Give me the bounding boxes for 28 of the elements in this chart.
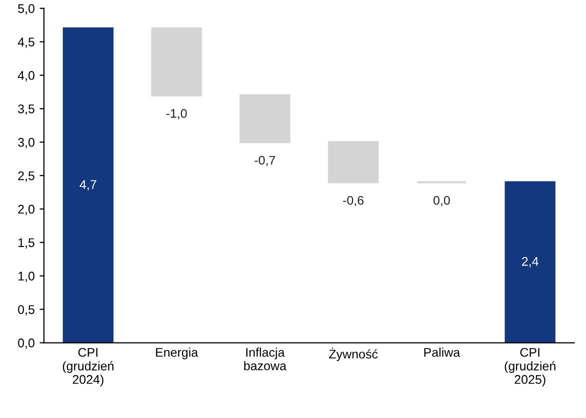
x-tick-label: Energia <box>156 348 198 360</box>
y-tick-label: 1,5 <box>18 238 34 249</box>
data-label: -1,0 <box>166 109 187 120</box>
data-label: 4,7 <box>80 180 96 190</box>
y-tick-label: 3,0 <box>18 138 34 148</box>
x-tick-label: Żywność <box>329 348 378 362</box>
y-tick-label: 5,0 <box>18 4 34 14</box>
data-label: -0,7 <box>254 156 276 166</box>
y-tick-label: 0,0 <box>18 338 34 349</box>
bar <box>328 141 379 184</box>
y-tick-label: 4,5 <box>18 38 34 48</box>
x-tick-label: Paliwa <box>424 348 460 357</box>
data-label: 0,0 <box>434 196 450 206</box>
bar <box>62 27 114 343</box>
data-label: 2,4 <box>522 257 538 268</box>
x-tick-label: CPI (grudzień 2024) <box>62 348 114 386</box>
y-tick-label: 2,0 <box>18 204 34 216</box>
x-tick-label: CPI (grudzień 2025) <box>504 348 556 386</box>
bar <box>151 27 202 96</box>
y-tick-label: 0,5 <box>18 305 34 316</box>
y-tick-label: 4,0 <box>18 71 34 82</box>
data-label: -0,6 <box>343 196 364 206</box>
y-tick-label: 3,5 <box>18 104 34 115</box>
y-tick-label: 2,5 <box>18 171 34 182</box>
bar <box>504 181 556 343</box>
y-tick-label: 1,0 <box>18 272 34 282</box>
x-tick-label: Inflacja bazowa <box>244 348 286 370</box>
bar <box>240 94 290 144</box>
